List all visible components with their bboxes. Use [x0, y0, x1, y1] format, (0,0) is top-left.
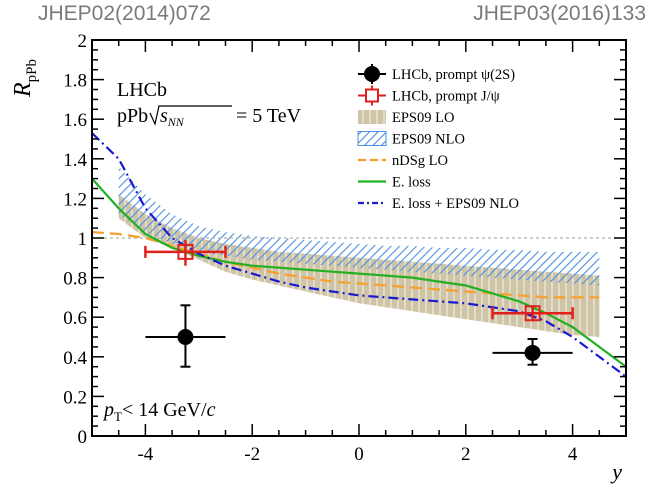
legend-swatch [365, 88, 379, 103]
psi2s-point [145, 304, 226, 368]
y-tick-label: 1.2 [63, 189, 87, 210]
bands-layer [118, 166, 600, 337]
legend-label: E. loss [392, 175, 431, 191]
ndsg-lo-curve [92, 231, 600, 299]
legend-item-psi2s: LHCb, prompt ψ(2S) [358, 64, 515, 84]
svg-text:sNN: sNN [160, 105, 185, 129]
y-tick-label: 0.6 [63, 308, 87, 329]
svg-text:= 5 TeV: = 5 TeV [236, 105, 302, 127]
eloss-eps09-curve [92, 132, 626, 378]
legend-label: EPS09 NLO [392, 132, 465, 148]
jpsi-point [491, 305, 574, 322]
x-tick-label: 2 [461, 444, 471, 465]
legend-item-eloss_eps: E. loss + EPS09 NLO [358, 196, 519, 212]
legend-item-eps09_nlo: EPS09 NLO [357, 131, 465, 148]
experiment-label: LHCb [117, 79, 167, 101]
legend-item-ndsg: nDSg LO [358, 153, 448, 169]
x-tick-label: 4 [568, 444, 578, 465]
legend-swatch [358, 110, 386, 124]
pt-cut-label: pT< 14 GeV/c [102, 399, 216, 424]
y-tick-label: 1 [78, 229, 88, 250]
y-tick-label: 1.6 [63, 110, 87, 131]
psi2s-marker [177, 329, 194, 345]
y-tick-label: 2 [78, 31, 88, 52]
legend-label: LHCb, prompt ψ(2S) [392, 67, 515, 83]
sqrt-sign [149, 105, 232, 126]
legend-swatch [357, 131, 387, 146]
reference-right: JHEP03(2016)133 [473, 2, 646, 25]
eps09-nlo-band [118, 166, 600, 286]
y-tick-label: 1.8 [63, 71, 87, 92]
legend-item-jpsi: LHCb, prompt J/ψ [358, 85, 500, 106]
legend-item-eloss: E. loss [358, 175, 431, 191]
x-axis-label: y [610, 459, 622, 484]
y-axis-label: RpPb [10, 59, 40, 98]
axis-tick-labels: -4 -2 0 2 4 0 0.2 0.4 0.6 0.8 1 1.2 1.4 1.6 1.8 2 [63, 31, 578, 465]
legend-item-eps09_lo: EPS09 LO [358, 110, 454, 126]
psi2s-marker [524, 344, 541, 361]
legend-label: EPS09 LO [392, 110, 454, 126]
jpsi-point [144, 239, 227, 266]
x-tick-label: -2 [244, 444, 260, 465]
y-tick-label: 0.8 [63, 269, 87, 290]
jpsi-marker [177, 243, 194, 260]
y-tick-label: 0 [78, 427, 88, 448]
svg-text:pPb: pPb [117, 105, 148, 127]
reference-left: JHEP02(2014)072 [38, 2, 211, 25]
y-tick-label: 0.4 [63, 348, 87, 369]
legend-label: LHCb, prompt J/ψ [392, 89, 500, 105]
psi2s-point [492, 337, 573, 366]
eloss-curve [92, 177, 626, 368]
x-tick-label: -4 [137, 444, 153, 465]
legend-label: E. loss + EPS09 NLO [392, 196, 519, 212]
points-layer [144, 239, 574, 368]
energy-label: pPb sNN = 5 TeV [117, 105, 302, 129]
jpsi-marker [524, 305, 541, 322]
legend-label: nDSg LO [392, 153, 448, 169]
x-tick-label: 0 [354, 444, 364, 465]
legend-swatch [364, 66, 380, 82]
axis-ticks [91, 39, 627, 437]
y-tick-label: 1.4 [63, 150, 87, 171]
y-tick-label: 0.2 [63, 387, 87, 408]
legend: LHCb, prompt ψ(2S) LHCb, prompt J/ψ EPS09 … [357, 64, 519, 212]
curves-layer [92, 132, 626, 378]
